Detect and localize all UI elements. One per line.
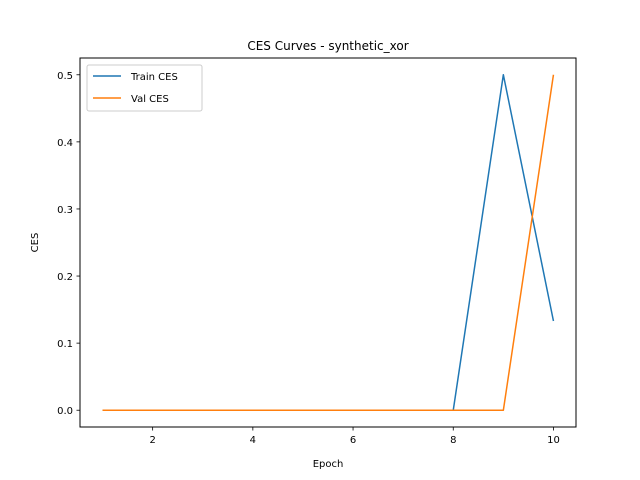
y-tick-label: 0.0 (57, 406, 73, 417)
y-tick-label: 0.3 (57, 205, 73, 216)
y-tick-label: 0.1 (57, 339, 73, 350)
series-layer (102, 74, 555, 411)
x-tick-label: 6 (350, 435, 356, 446)
legend-label-val-ces: Val CES (131, 94, 169, 105)
y-tick-label: 0.5 (57, 71, 73, 82)
plot-frame (79, 57, 577, 428)
y-tick-label: 0.4 (57, 138, 73, 149)
y-tick-label: 0.2 (57, 272, 73, 283)
x-tick-label: 8 (450, 435, 456, 446)
x-tick-label: 10 (547, 435, 560, 446)
legend: Train CES Val CES (86, 64, 203, 112)
x-axis-ticks: 2 4 6 8 10 (149, 427, 560, 446)
x-axis-label: Epoch (313, 459, 344, 470)
series-line-val-ces (102, 74, 555, 411)
chart-title: CES Curves - synthetic_xor (247, 39, 408, 53)
legend-label-train-ces: Train CES (130, 72, 178, 83)
y-axis-label: CES (30, 233, 41, 253)
y-axis-ticks: 0.0 0.1 0.2 0.3 0.4 0.5 (57, 71, 80, 417)
x-tick-label: 4 (250, 435, 256, 446)
x-tick-label: 2 (149, 435, 155, 446)
